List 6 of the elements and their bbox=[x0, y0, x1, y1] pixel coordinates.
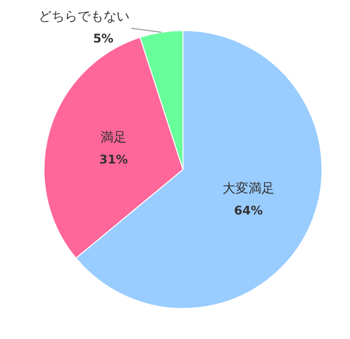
slice-label: 大変満足 bbox=[222, 180, 274, 197]
data-label: 31% bbox=[99, 152, 128, 166]
data-label: 5% bbox=[93, 31, 114, 46]
data-label: 64% bbox=[234, 203, 263, 218]
slice-label: どちらでもない bbox=[38, 10, 130, 25]
slice-label: 満足 bbox=[100, 130, 127, 146]
